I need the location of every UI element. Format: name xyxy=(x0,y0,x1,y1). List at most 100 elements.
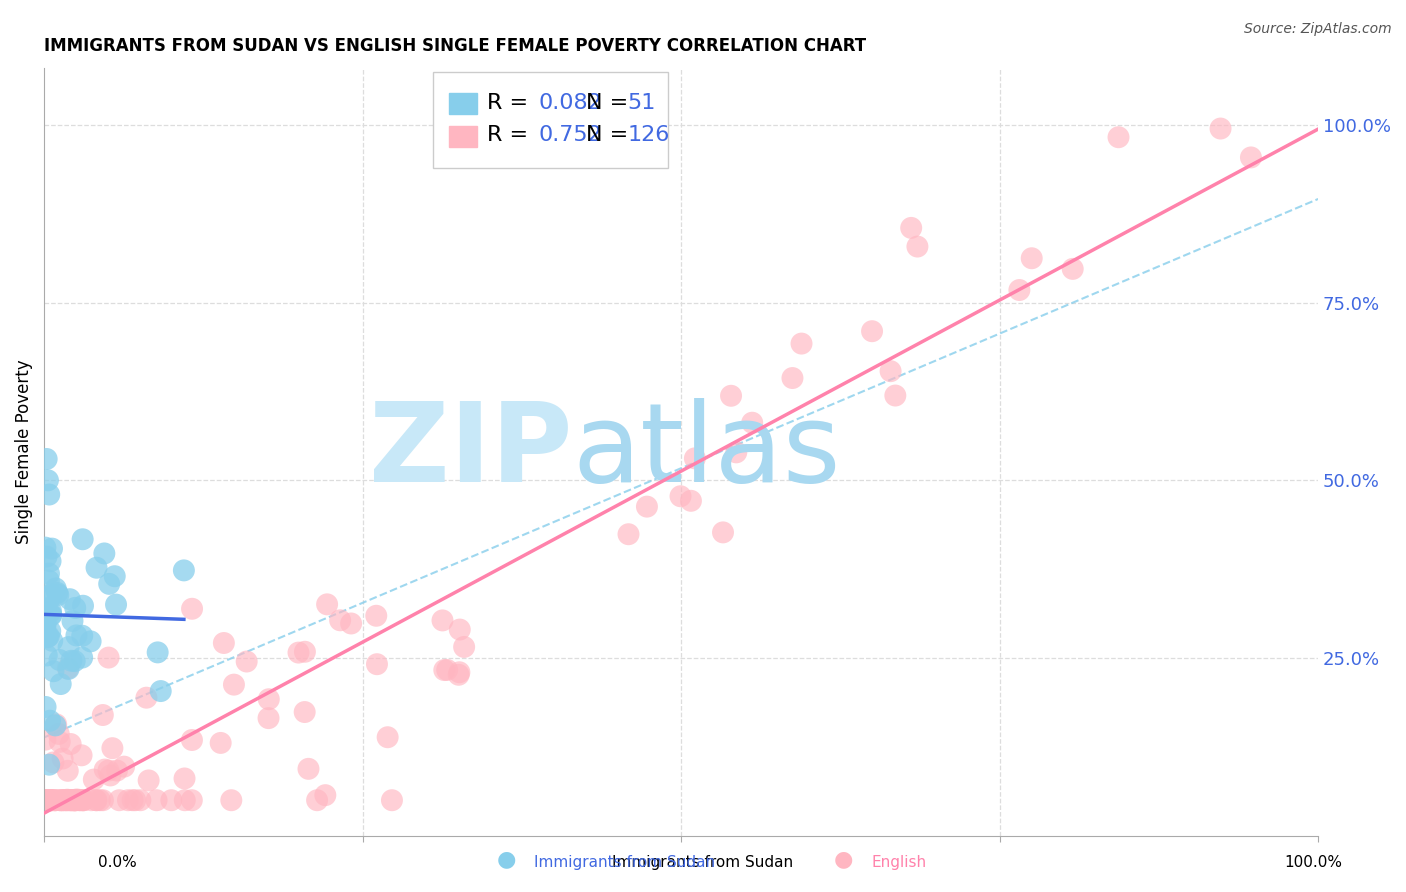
Point xyxy=(149,684,172,698)
Point xyxy=(907,239,929,253)
Point xyxy=(91,708,114,723)
Point xyxy=(1240,151,1263,165)
Text: 0.0%: 0.0% xyxy=(98,855,138,870)
Point xyxy=(39,554,62,568)
Point xyxy=(221,793,243,807)
Bar xyxy=(450,93,477,114)
Point xyxy=(34,541,56,555)
Text: Source: ZipAtlas.com: Source: ZipAtlas.com xyxy=(1244,22,1392,37)
Point xyxy=(80,793,103,807)
Point xyxy=(63,654,86,668)
Point xyxy=(79,634,101,648)
Point xyxy=(60,654,83,668)
Point xyxy=(209,736,232,750)
Point xyxy=(121,793,143,807)
Point xyxy=(235,655,257,669)
Point xyxy=(35,648,58,663)
Point xyxy=(35,549,58,564)
Point xyxy=(56,793,79,807)
Text: 100.0%: 100.0% xyxy=(1285,855,1343,870)
Point xyxy=(44,793,66,807)
Text: ●: ● xyxy=(834,850,853,870)
Point xyxy=(39,591,62,605)
Point xyxy=(72,793,94,807)
Point xyxy=(44,793,66,807)
Point xyxy=(93,546,115,560)
Point xyxy=(93,763,115,777)
Point xyxy=(38,793,60,807)
Point xyxy=(37,793,59,807)
Point xyxy=(173,793,195,807)
Point xyxy=(790,336,813,351)
Point xyxy=(63,793,86,807)
Point xyxy=(108,793,131,807)
Point xyxy=(146,645,169,659)
Point xyxy=(307,793,329,807)
Point xyxy=(38,574,60,588)
Point xyxy=(741,416,763,430)
Point xyxy=(89,793,111,807)
Point xyxy=(433,663,456,677)
Point xyxy=(59,592,82,607)
Point xyxy=(683,451,706,466)
Point xyxy=(117,793,139,807)
Point xyxy=(1008,283,1031,297)
Point xyxy=(105,598,128,612)
Point xyxy=(135,690,157,705)
Point xyxy=(212,636,235,650)
Point xyxy=(46,586,69,600)
Point xyxy=(38,757,60,772)
Point xyxy=(63,601,86,615)
Point xyxy=(65,793,87,807)
Point xyxy=(84,793,107,807)
Point xyxy=(35,452,58,467)
Point xyxy=(39,793,62,807)
Point xyxy=(37,628,59,642)
Point xyxy=(58,640,80,654)
Point xyxy=(257,692,280,706)
Bar xyxy=(450,126,477,147)
Point xyxy=(55,793,77,807)
Point xyxy=(884,388,907,402)
Point xyxy=(900,220,922,235)
Point xyxy=(669,489,692,503)
Point xyxy=(56,764,79,778)
Point xyxy=(42,756,65,770)
Point xyxy=(52,793,75,807)
Point xyxy=(34,700,56,714)
Point xyxy=(44,793,66,807)
Point xyxy=(63,793,86,807)
Point xyxy=(129,793,152,807)
FancyBboxPatch shape xyxy=(433,71,668,168)
Point xyxy=(98,577,121,591)
Point xyxy=(340,616,363,631)
Point xyxy=(60,793,83,807)
Point xyxy=(720,389,742,403)
Point xyxy=(48,735,70,749)
Point xyxy=(617,527,640,541)
Point xyxy=(138,773,160,788)
Point xyxy=(1108,130,1130,145)
Point xyxy=(35,793,58,807)
Point xyxy=(222,678,245,692)
Point xyxy=(366,657,388,672)
Point xyxy=(72,533,94,547)
Point xyxy=(124,793,146,807)
Point xyxy=(679,493,702,508)
Point xyxy=(59,737,82,751)
Point xyxy=(38,566,60,581)
Point xyxy=(35,793,58,807)
Text: IMMIGRANTS FROM SUDAN VS ENGLISH SINGLE FEMALE POVERTY CORRELATION CHART: IMMIGRANTS FROM SUDAN VS ENGLISH SINGLE … xyxy=(44,37,866,55)
Point xyxy=(34,616,56,631)
Point xyxy=(257,711,280,725)
Point xyxy=(63,793,86,807)
Point xyxy=(35,601,58,615)
Point xyxy=(59,793,82,807)
Text: ●: ● xyxy=(496,850,516,870)
Point xyxy=(105,764,128,778)
Text: N =: N = xyxy=(585,125,636,145)
Point xyxy=(66,792,89,806)
Point xyxy=(56,793,79,807)
Point xyxy=(97,764,120,778)
Point xyxy=(180,793,202,807)
